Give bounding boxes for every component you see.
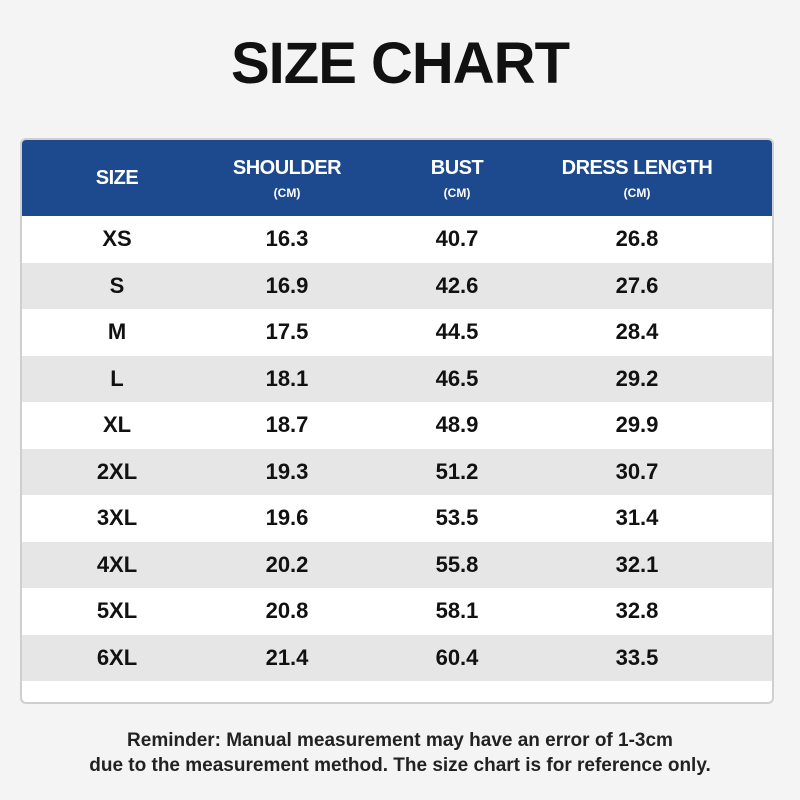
title: SIZE CHART (231, 31, 570, 96)
measurement: 16.9 (265, 272, 309, 298)
size-label: 4XL (96, 551, 138, 577)
column-name: DRESS LENGTH (561, 156, 713, 179)
measurement: 30.7 (615, 458, 659, 484)
size-label: 3XL (96, 505, 138, 530)
column-unit: (CM) (273, 185, 301, 200)
table-header: SIZE SHOULDER (CM) BUST (CM) DRESS LENGTH (CM) (22, 140, 772, 216)
table-row: L 18.1 46.5 29.2 (22, 355, 772, 402)
measurement: 29.9 (615, 412, 659, 437)
table-row: XL 18.7 48.9 29.9 (22, 402, 772, 449)
table-row: M 17.5 44.5 28.4 (22, 309, 772, 356)
measurement: 27.6 (615, 272, 659, 298)
column-header: SIZE (22, 140, 217, 216)
measurement: 42.6 (435, 272, 479, 298)
measurement: 55.8 (435, 551, 479, 577)
measurement: 33.5 (615, 644, 659, 670)
table-row: 5XL 20.8 58.1 32.8 (22, 588, 772, 635)
reminder-line: due to the measurement method. The size … (89, 755, 711, 776)
measurement: 29.2 (615, 365, 659, 391)
column-header: BUST (CM) (357, 140, 557, 216)
measurement: 17.5 (265, 319, 309, 344)
measurement: 58.1 (435, 598, 479, 623)
column-unit: (CM) (443, 185, 471, 200)
table-row: 2XL 19.3 51.2 30.7 (22, 448, 772, 495)
column-name: SHOULDER (232, 156, 342, 179)
measurement: 21.4 (265, 644, 309, 670)
size-label: 2XL (96, 458, 138, 484)
size-label: 5XL (96, 598, 138, 623)
measurement: 31.4 (615, 505, 659, 530)
measurement: 26.8 (615, 226, 659, 251)
reminder-line: Reminder: Manual measurement may have an… (127, 730, 673, 751)
measurement: 20.8 (265, 598, 309, 623)
measurement: 40.7 (435, 226, 479, 251)
column-name: SIZE (95, 166, 139, 189)
measurement: 20.2 (265, 551, 309, 577)
size-label: 6XL (96, 644, 138, 670)
measurement: 16.3 (265, 226, 309, 251)
table-row: S 16.9 42.6 27.6 (22, 262, 772, 309)
size-label: S (109, 272, 125, 298)
measurement: 51.2 (435, 458, 479, 484)
measurement: 18.1 (265, 365, 309, 391)
column-header: DRESS LENGTH (CM) (537, 140, 737, 216)
measurement: 60.4 (435, 644, 479, 670)
measurement: 28.4 (615, 319, 659, 344)
size-label: L (110, 365, 124, 391)
table-row: 4XL 20.2 55.8 32.1 (22, 541, 772, 588)
column-name: BUST (430, 156, 484, 179)
size-label: XS (102, 226, 132, 251)
column-header: SHOULDER (CM) (187, 140, 387, 216)
table-row: 6XL 21.4 60.4 33.5 (22, 634, 772, 681)
measurement: 48.9 (435, 412, 479, 437)
measurement: 44.5 (435, 319, 479, 344)
measurement: 32.8 (615, 598, 659, 623)
size-table: SIZE SHOULDER (CM) BUST (CM) DRESS LENGTH (CM)… (20, 138, 774, 704)
measurement: 19.3 (265, 458, 309, 484)
measurement: 32.1 (615, 551, 659, 577)
measurement: 18.7 (265, 412, 309, 437)
size-label: XL (102, 412, 132, 437)
column-unit: (CM) (623, 185, 651, 200)
size-label: M (107, 319, 127, 344)
measurement: 53.5 (435, 505, 479, 530)
table-row: XS 16.3 40.7 26.8 (22, 216, 772, 263)
measurement: 46.5 (435, 365, 479, 391)
measurement: 19.6 (265, 505, 309, 530)
table-row: 3XL 19.6 53.5 31.4 (22, 495, 772, 542)
